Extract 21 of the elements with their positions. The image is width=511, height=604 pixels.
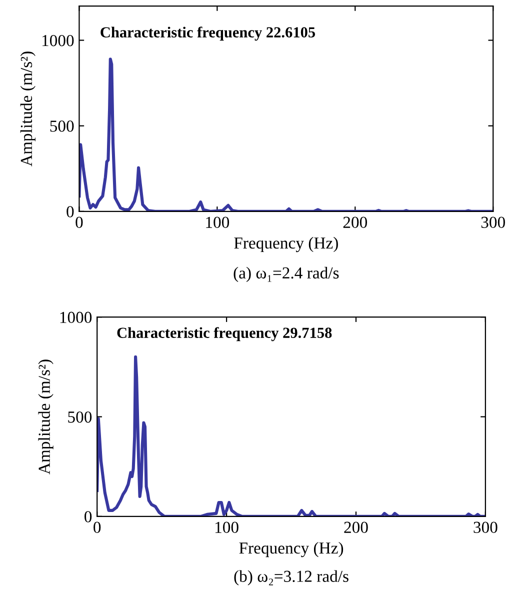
y-tick-label: 0 — [84, 511, 92, 522]
x-tick-label: 300 — [481, 216, 505, 228]
annotation: Characteristic frequency 22.6105 — [100, 26, 316, 41]
annotation: Characteristic frequency 29.7158 — [117, 327, 332, 342]
x-tick-label: 300 — [474, 522, 498, 534]
x-axis-title: Frequency (Hz) — [239, 542, 344, 558]
y-tick-label: 1000 — [42, 34, 74, 46]
text: (b) ω₂=3.12 rad/s — [234, 570, 348, 586]
x-tick-label: 100 — [216, 522, 238, 534]
y-tick-label: 0 — [66, 206, 74, 218]
y-tick-label: 500 — [50, 120, 74, 132]
text: (a) ω₁=2.4 rad/s — [234, 266, 339, 282]
y-tick-label: 1000 — [60, 312, 92, 324]
y-axis-title: Amplitude (m/s²) — [38, 360, 54, 474]
x-tick-label: 0 — [94, 522, 101, 534]
y-tick-label: 500 — [68, 411, 92, 423]
x-tick-label: 100 — [206, 216, 230, 228]
x-axis-title: Frequency (Hz) — [234, 236, 338, 252]
x-tick-label: 200 — [344, 522, 368, 534]
y-axis-title: Amplitude (m/s²) — [20, 52, 36, 166]
x-tick-label: 200 — [343, 216, 368, 228]
